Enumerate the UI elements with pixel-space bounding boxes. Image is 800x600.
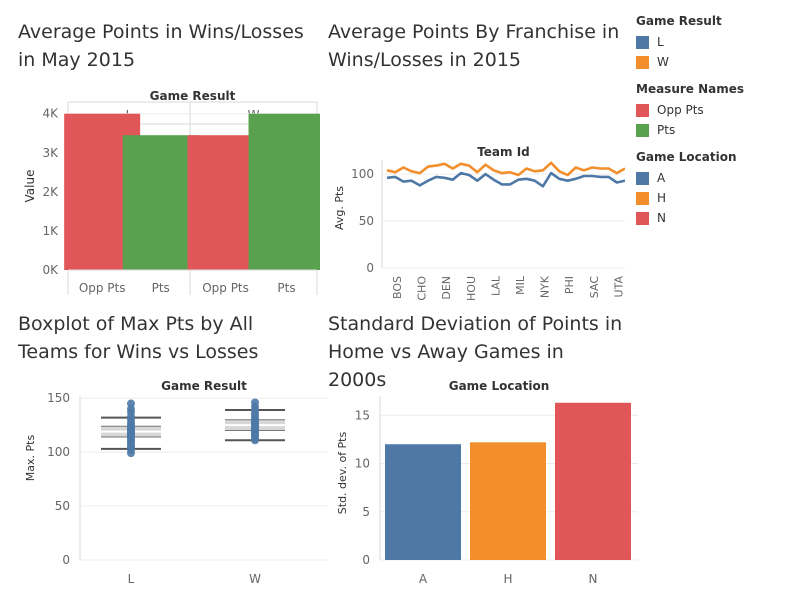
- legend-swatch: [636, 55, 649, 69]
- legend-item-h[interactable]: H: [636, 188, 796, 208]
- y-tick-label: 3K: [42, 146, 59, 160]
- y-tick-label: 2K: [42, 185, 59, 199]
- legend-label: N: [657, 211, 666, 225]
- chart-avg-points-bar: Game ResultLW0K1K2K3K4KValueOpp PtsPtsOp…: [23, 89, 320, 295]
- x-tick-label: PHI: [563, 276, 576, 294]
- bar-n: [555, 402, 631, 560]
- title-boxplot-max-pts: Boxplot of Max Pts by All Teams for Wins…: [18, 313, 259, 363]
- legend-item-w[interactable]: W: [636, 52, 796, 72]
- x-tick-label: HOU: [465, 276, 478, 301]
- bar-a: [385, 444, 461, 560]
- bar-l-pts: [122, 135, 199, 270]
- y-tick-label: 0: [366, 261, 374, 275]
- legend-label: L: [657, 35, 664, 49]
- legend-swatch: [636, 123, 649, 137]
- x-tick-label: W: [249, 572, 261, 586]
- chart-header-title: Game Result: [161, 379, 247, 393]
- x-tick-label: H: [503, 572, 512, 586]
- x-tick-label: A: [419, 572, 428, 586]
- y-tick-label: 5: [362, 505, 370, 519]
- legend-swatch: [636, 103, 649, 117]
- title-avg-points-may: Average Points in Wins/Losses in May 201…: [18, 21, 304, 71]
- legend-item-a[interactable]: A: [636, 168, 796, 188]
- legend-label: H: [657, 191, 667, 205]
- title-avg-points-franchise: Average Points By Franchise in Wins/Loss…: [328, 21, 620, 71]
- legend-item-opp-pts[interactable]: Opp Pts: [636, 100, 796, 120]
- legend-group-game-result: Game Result L W: [636, 14, 796, 72]
- bar-w-pts: [248, 113, 320, 270]
- y-axis-label: Avg. Pts: [333, 186, 346, 230]
- legend-title: Game Result: [636, 14, 722, 28]
- chart-std-dev-bar: Game Location 0 5 10 15 Std. dev. of Pts A H N: [336, 379, 638, 586]
- chart-header-title: Team Id: [477, 145, 530, 159]
- bar-h: [470, 442, 546, 560]
- legend-item-n[interactable]: N: [636, 208, 796, 228]
- y-tick-label: 0: [62, 553, 70, 567]
- legend-label: Opp Pts: [657, 103, 704, 117]
- x-tick-label: Pts: [277, 281, 295, 295]
- line-series-w: [386, 161, 625, 177]
- box-l: [101, 399, 161, 458]
- y-tick-label: 0K: [42, 263, 59, 277]
- y-tick-label: 1K: [42, 224, 59, 238]
- legend-swatch: [636, 191, 649, 205]
- y-tick-label: 0: [362, 553, 370, 567]
- y-tick-label: 100: [351, 167, 374, 181]
- box-w: [225, 398, 285, 445]
- y-axis-label: Max. Pts: [24, 435, 37, 482]
- legend-group-measure-names: Measure Names Opp Pts Pts: [636, 82, 796, 140]
- x-tick-label: L: [128, 572, 135, 586]
- x-tick-label: CHO: [416, 276, 429, 301]
- legend: Game Result L W Measure Names Opp Pts Pts Game…: [636, 14, 796, 238]
- data-point: [127, 399, 135, 408]
- y-tick-label: 10: [355, 457, 370, 471]
- x-tick-label: DEN: [440, 276, 453, 300]
- y-tick-label: 100: [47, 445, 70, 459]
- chart-franchise-line: Team Id 0 50 100 Avg. Pts BOS CHO DEN HOU LAL MIL N…: [333, 145, 625, 301]
- line-series-l: [386, 171, 625, 188]
- legend-label: W: [657, 55, 669, 69]
- legend-label: A: [657, 171, 666, 185]
- data-point: [251, 398, 259, 407]
- x-tick-label: Pts: [152, 281, 170, 295]
- x-tick-label: LAL: [489, 275, 502, 296]
- legend-swatch: [636, 171, 649, 185]
- x-tick-label: SAC: [588, 276, 601, 299]
- legend-item-l[interactable]: L: [636, 32, 796, 52]
- chart-boxplot: Game Result 0 50 100 150 Max. Pts L W: [24, 379, 328, 586]
- y-axis-label: Std. dev. of Pts: [336, 432, 349, 515]
- legend-swatch: [636, 35, 649, 49]
- legend-swatch: [636, 211, 649, 225]
- legend-label: Pts: [657, 123, 676, 137]
- y-tick-label: 150: [47, 391, 70, 405]
- x-tick-label: N: [589, 572, 598, 586]
- y-tick-label: 15: [355, 408, 370, 422]
- y-tick-label: 4K: [42, 107, 59, 121]
- x-tick-label: MIL: [514, 275, 527, 295]
- y-tick-label: 50: [55, 499, 70, 513]
- panel-header-title: Game Result: [150, 89, 236, 103]
- x-tick-label: BOS: [391, 276, 404, 299]
- x-tick-label: NYK: [539, 275, 552, 298]
- y-axis-label: Value: [23, 170, 37, 203]
- y-tick-label: 50: [359, 214, 374, 228]
- x-tick-label: Opp Pts: [202, 281, 249, 295]
- legend-item-pts[interactable]: Pts: [636, 120, 796, 140]
- legend-group-game-location: Game Location A H N: [636, 150, 796, 228]
- legend-title: Game Location: [636, 150, 737, 164]
- title-std-dev-points: Standard Deviation of Points in Home vs …: [328, 313, 623, 391]
- legend-title: Measure Names: [636, 82, 745, 96]
- x-tick-label: UTA: [612, 276, 625, 298]
- chart-header-title: Game Location: [449, 379, 550, 393]
- x-tick-label: Opp Pts: [79, 281, 126, 295]
